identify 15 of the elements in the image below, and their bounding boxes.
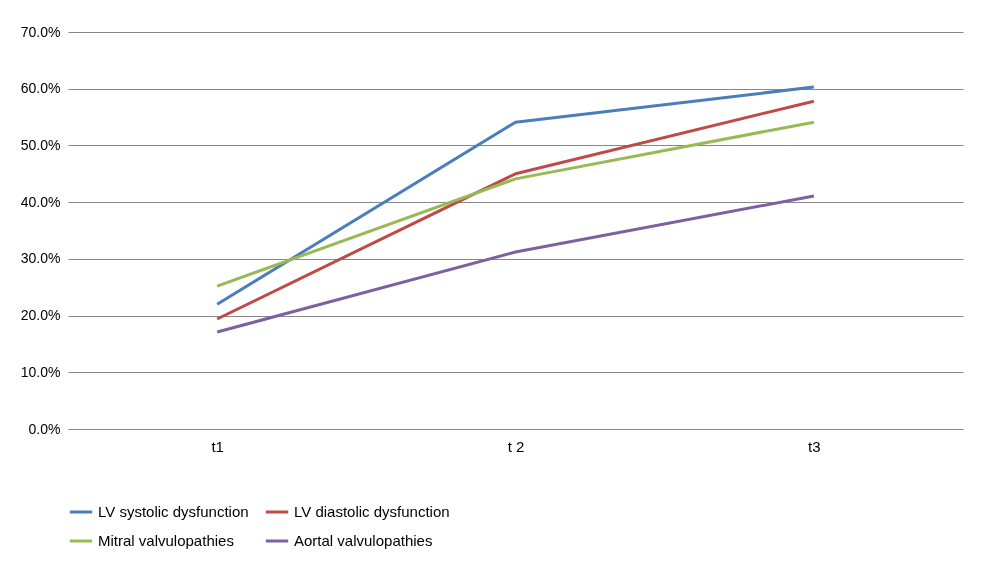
x-tick-label: t 2 xyxy=(507,437,525,455)
legend-label: LV systolic dysfunction xyxy=(98,503,249,520)
x-tick-label: t1 xyxy=(211,437,224,455)
y-tick-label: 30.0% xyxy=(20,250,61,267)
y-tick-label: 50.0% xyxy=(20,136,61,153)
legend-label: LV diastolic dysfunction xyxy=(294,503,450,520)
x-tick-label: t3 xyxy=(808,437,821,455)
legend-label: Aortal valvulopathies xyxy=(294,532,433,549)
y-tick-label: 20.0% xyxy=(20,307,61,324)
y-tick-label: 0.0% xyxy=(28,420,61,437)
legend-label: Mitral valvulopathies xyxy=(98,532,234,549)
y-tick-label: 60.0% xyxy=(20,80,61,97)
y-tick-label: 70.0% xyxy=(20,23,61,40)
y-tick-label: 40.0% xyxy=(20,193,61,210)
y-tick-label: 10.0% xyxy=(20,363,61,380)
